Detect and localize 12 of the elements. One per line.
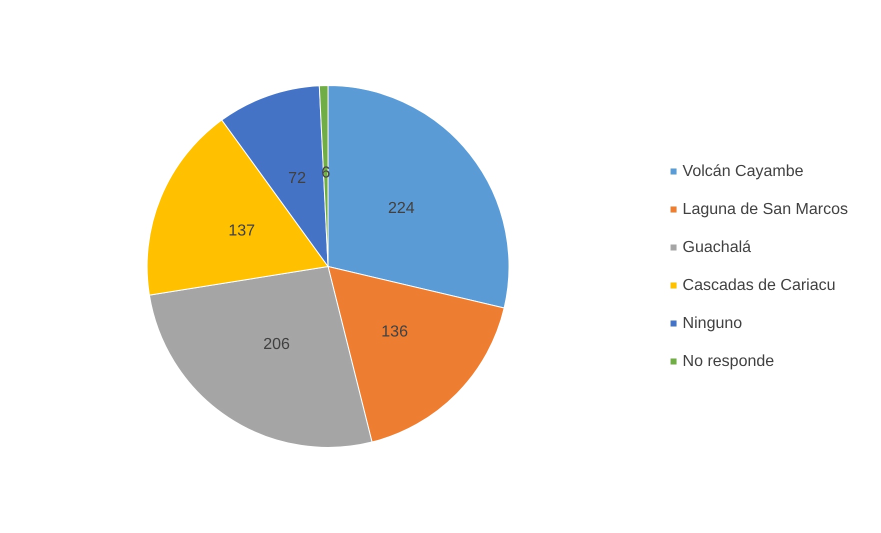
data-label: 6: [321, 164, 330, 182]
legend-label: Ninguno: [682, 315, 742, 332]
legend-label: No responde: [682, 353, 774, 370]
data-label: 206: [263, 336, 290, 354]
legend-label: Laguna de San Marcos: [682, 201, 848, 218]
data-label: 136: [381, 324, 408, 341]
data-label: 72: [288, 170, 306, 187]
data-label: 137: [228, 222, 256, 240]
legend-label: Cascadas de Cariacu: [682, 277, 836, 294]
legend-label: Guachalá: [682, 239, 752, 256]
legend-label: Volcán Cayambe: [682, 163, 804, 180]
data-label: 224: [388, 200, 415, 217]
